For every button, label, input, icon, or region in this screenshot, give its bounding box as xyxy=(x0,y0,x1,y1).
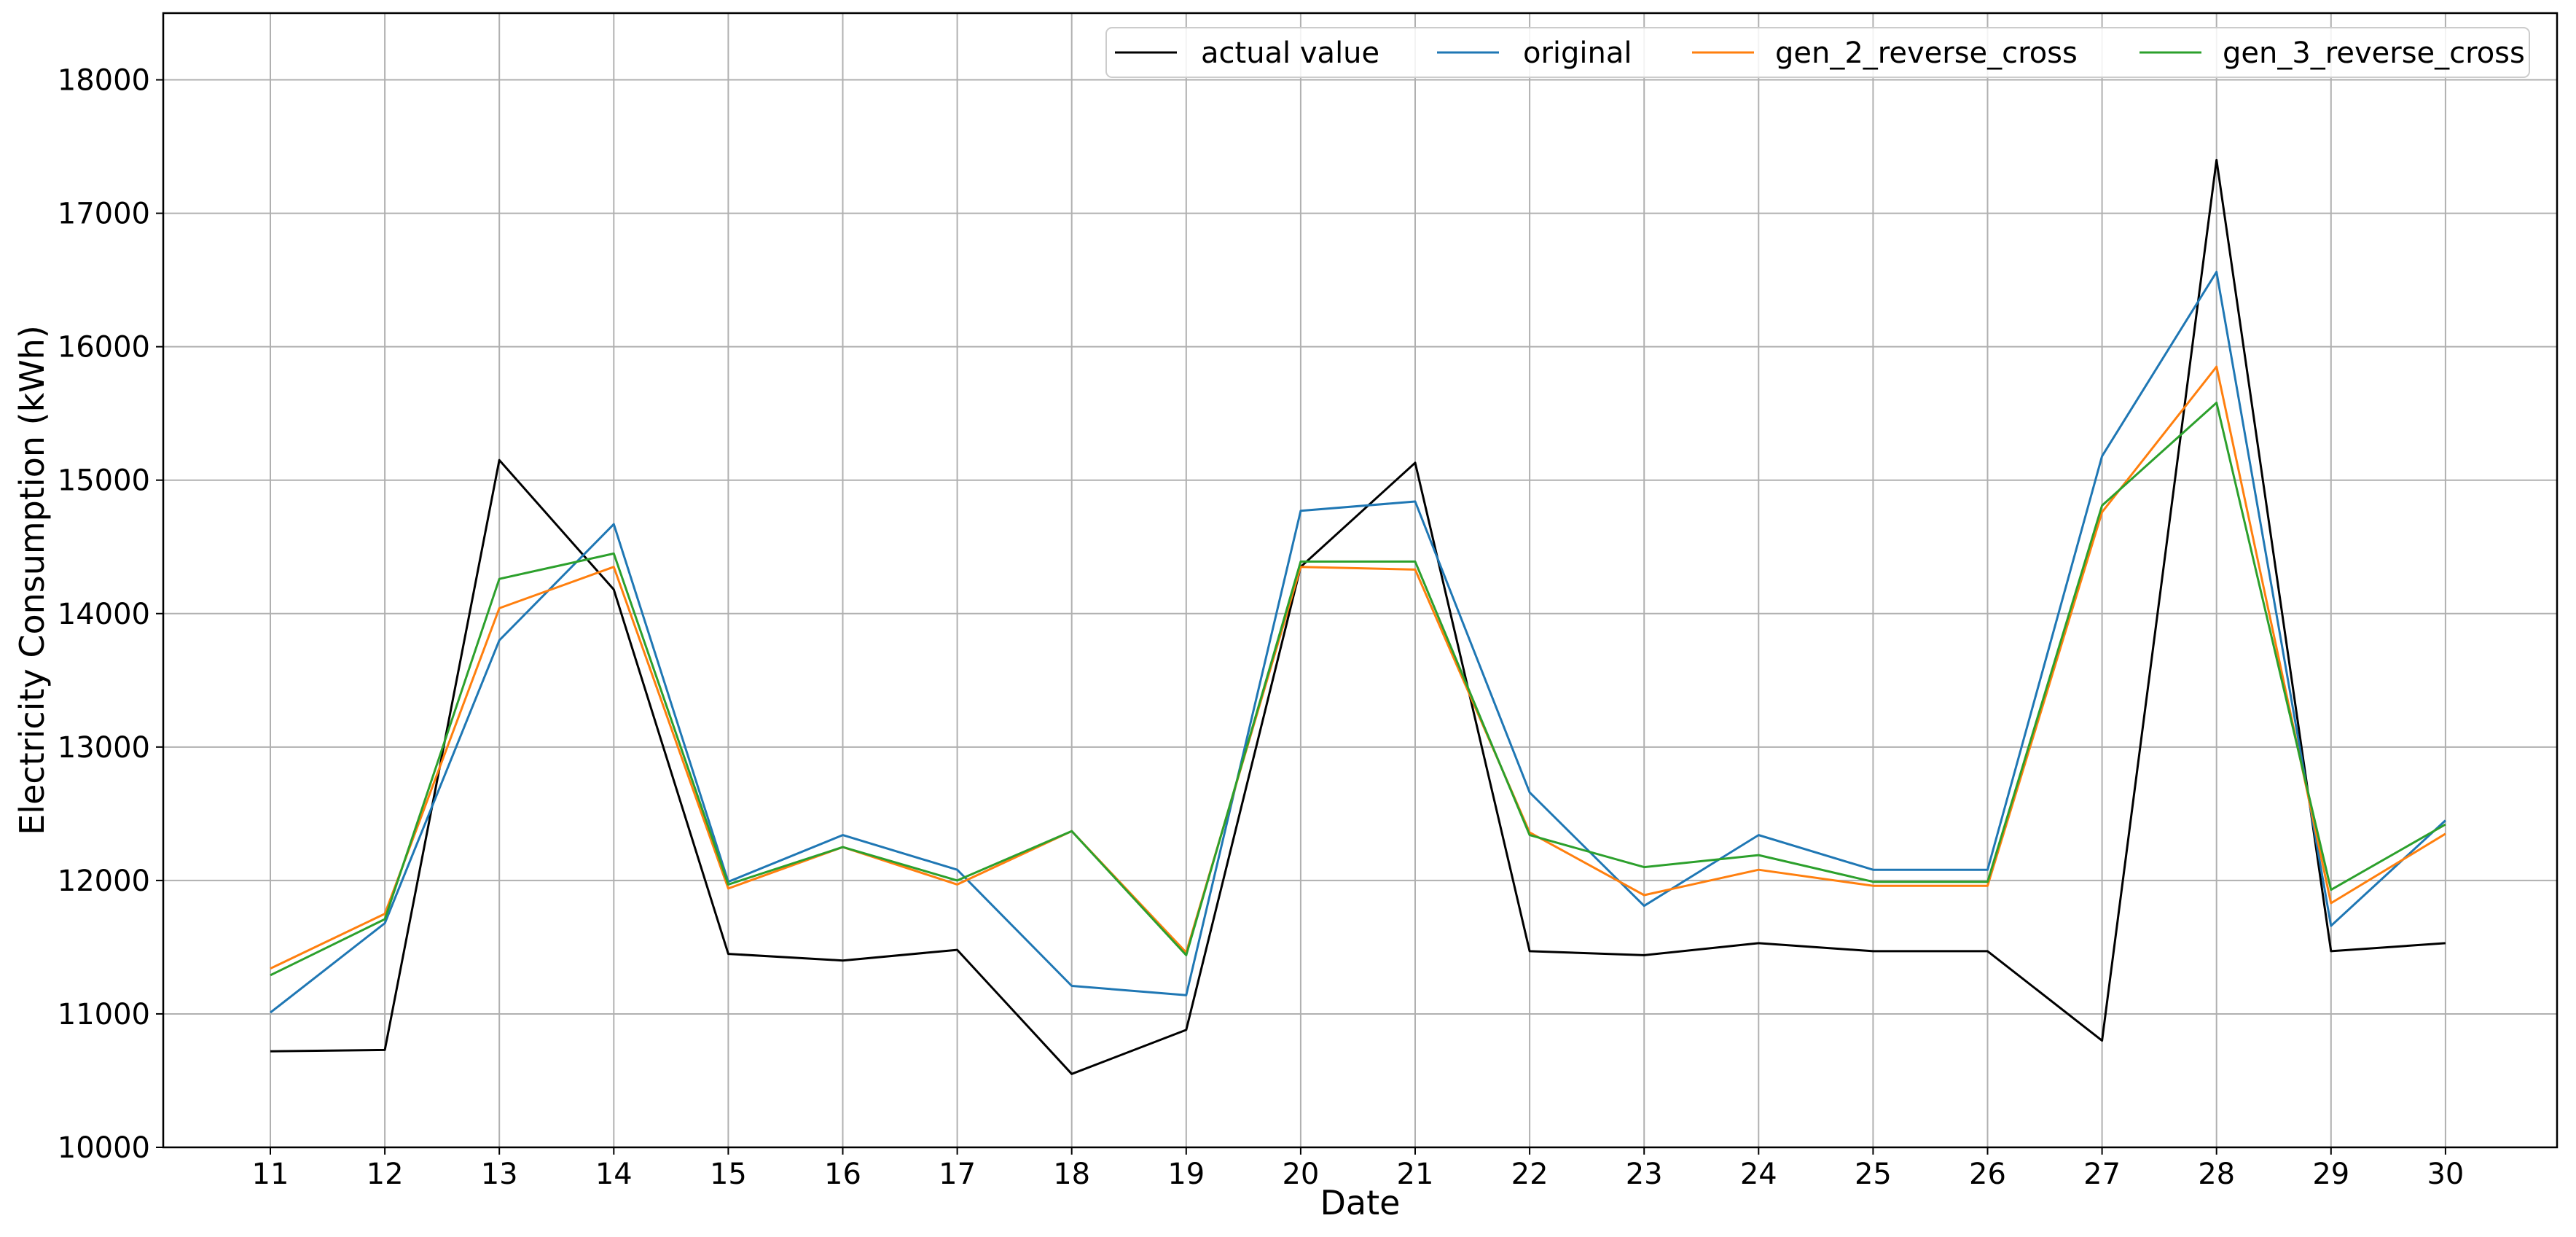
legend-label: gen_2_reverse_cross xyxy=(1775,36,2078,70)
series-line-original xyxy=(270,270,2446,1014)
y-tick-label: 12000 xyxy=(58,865,150,898)
x-tick-label: 29 xyxy=(2312,1158,2349,1191)
x-tick-label: 24 xyxy=(1740,1158,1777,1191)
x-tick-label: 20 xyxy=(1282,1158,1319,1191)
grid-layer xyxy=(163,13,2557,1148)
x-axis-title: Date xyxy=(1320,1183,1401,1222)
x-tick-label: 18 xyxy=(1053,1158,1090,1191)
plot-frame xyxy=(162,12,2559,1149)
x-tick-label: 13 xyxy=(481,1158,518,1191)
y-tick-label: 18000 xyxy=(58,64,150,98)
x-tick-label: 21 xyxy=(1397,1158,1434,1191)
y-tick-label: 11000 xyxy=(58,998,150,1031)
series-layer xyxy=(270,158,2446,1075)
y-tick-label: 13000 xyxy=(58,731,150,765)
y-tick-label: 17000 xyxy=(58,198,150,231)
legend: actual value original gen_2_reverse_cross g… xyxy=(1105,27,2530,78)
series-line-gen-2-reverse-cross xyxy=(270,365,2446,970)
x-tick-label: 15 xyxy=(710,1158,747,1191)
x-tick-label: 23 xyxy=(1626,1158,1663,1191)
x-tick-label: 16 xyxy=(824,1158,861,1191)
y-tick-label: 16000 xyxy=(58,331,150,364)
x-tick-label: 25 xyxy=(1855,1158,1892,1191)
x-tick-label: 28 xyxy=(2198,1158,2235,1191)
legend-label: gen_3_reverse_cross xyxy=(2223,36,2525,70)
legend-label: original xyxy=(1523,36,1632,70)
x-tick-label: 19 xyxy=(1167,1158,1205,1191)
x-tick-label: 27 xyxy=(2083,1158,2121,1191)
legend-label: actual value xyxy=(1201,36,1379,70)
x-tick-label: 11 xyxy=(252,1158,289,1191)
y-tick-label: 15000 xyxy=(58,464,150,498)
y-axis-title: Electricity Consumption (kWh) xyxy=(12,325,52,835)
x-tick-label: 30 xyxy=(2427,1158,2464,1191)
y-tick-label: 14000 xyxy=(58,598,150,631)
x-tick-label: 17 xyxy=(939,1158,976,1191)
x-tick-label: 22 xyxy=(1511,1158,1549,1191)
x-tick-label: 14 xyxy=(595,1158,633,1191)
tick-layer: 11 12 13 14 15 16 17 18 19 20 21 22 23 24 25 26 27 28 29 30… xyxy=(58,64,2465,1191)
y-tick-label: 10000 xyxy=(58,1131,150,1165)
series-line-actual-value xyxy=(270,158,2446,1075)
series-line-gen-3-reverse-cross xyxy=(270,402,2446,977)
x-tick-label: 12 xyxy=(367,1158,404,1191)
x-tick-label: 26 xyxy=(1969,1158,2006,1191)
legend-box xyxy=(1105,27,2530,78)
